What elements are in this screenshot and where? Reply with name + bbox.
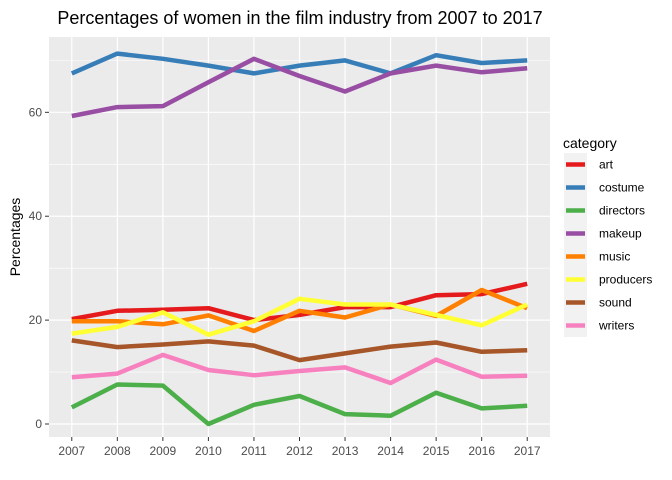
- legend-title: category: [563, 135, 617, 151]
- y-tick-label: 20: [29, 313, 43, 327]
- y-axis: 0 20 40 60: [29, 105, 49, 431]
- legend-label-music: music: [599, 250, 630, 264]
- y-axis-title: Percentages: [7, 198, 23, 277]
- x-tick-label: 2013: [332, 444, 359, 458]
- legend: category art costume directors makeup music p…: [563, 135, 652, 337]
- grid-lines: [49, 37, 550, 437]
- x-tick-label: 2012: [286, 444, 313, 458]
- series-line-music: [71, 287, 529, 334]
- y-tick-label: 60: [29, 105, 43, 119]
- x-tick-label: 2010: [195, 444, 222, 458]
- legend-label-makeup: makeup: [599, 227, 642, 241]
- legend-label-directors: directors: [599, 204, 645, 218]
- series-line-costume: [70, 51, 528, 76]
- x-tick-label: 2007: [58, 444, 85, 458]
- x-tick-label: 2016: [468, 444, 495, 458]
- x-tick-label: 2014: [377, 444, 404, 458]
- x-axis: 2007 2008 2009 2010 2011 2012 2013 2014 2015 2016…: [58, 437, 541, 458]
- series-lines: [70, 51, 529, 427]
- series-line-directors: [70, 382, 528, 427]
- legend-label-writers: writers: [598, 319, 634, 333]
- chart-title: Percentages of women in the film industr…: [57, 8, 542, 28]
- x-tick-label: 2017: [514, 444, 541, 458]
- legend-label-producers: producers: [599, 273, 652, 287]
- series-line-art: [71, 281, 528, 323]
- x-tick-label: 2008: [104, 444, 131, 458]
- x-tick-label: 2009: [150, 444, 177, 458]
- y-tick-label: 40: [29, 209, 43, 223]
- series-line-makeup: [71, 56, 528, 119]
- series-line-producers: [71, 296, 529, 337]
- legend-label-costume: costume: [599, 181, 645, 195]
- series-line-sound: [71, 338, 528, 363]
- series-line-writers: [71, 352, 528, 386]
- legend-label-sound: sound: [599, 296, 632, 310]
- x-tick-label: 2015: [423, 444, 450, 458]
- x-tick-label: 2011: [241, 444, 267, 458]
- legend-label-art: art: [599, 158, 614, 172]
- y-tick-label: 0: [35, 417, 42, 431]
